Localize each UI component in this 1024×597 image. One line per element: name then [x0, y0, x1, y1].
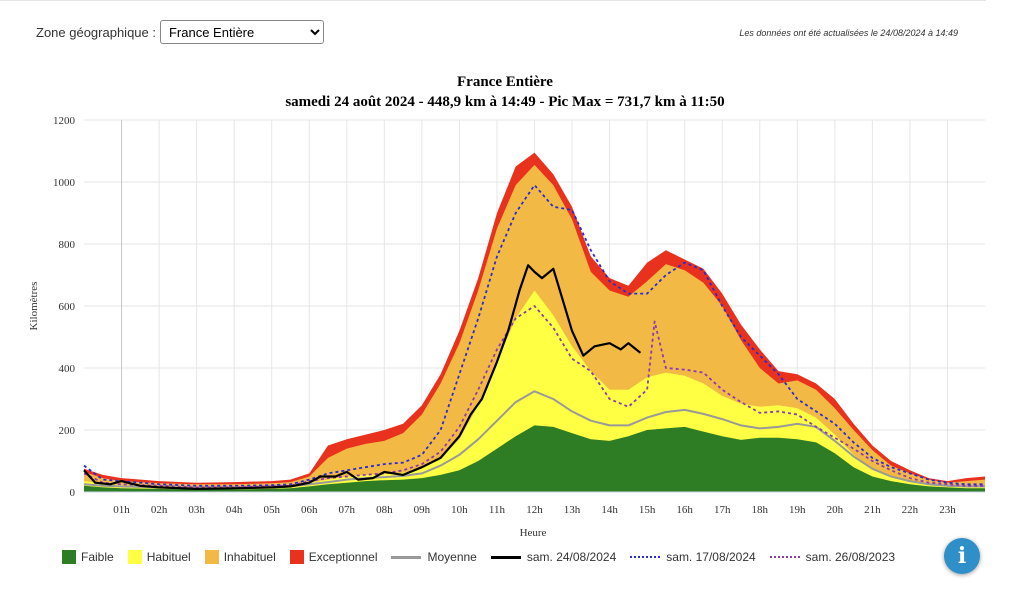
zone-select[interactable]: France Entière: [159, 20, 324, 44]
info-button[interactable]: i: [944, 538, 980, 574]
x-tick-label: 13h: [564, 504, 581, 516]
legend-label: sam. 17/08/2024: [666, 550, 756, 564]
x-tick-label: 23h: [939, 504, 956, 516]
legend-label: Faible: [81, 550, 114, 564]
legend-swatch: [490, 555, 521, 559]
y-tick-label: 800: [59, 239, 76, 251]
x-tick-label: 17h: [714, 504, 731, 516]
x-tick-label: 19h: [789, 504, 806, 516]
legend-swatch: [127, 550, 142, 564]
y-axis-label: Kilomètres: [28, 282, 40, 331]
legend-item[interactable]: sam. 24/08/2024: [490, 550, 617, 564]
traffic-chart: France Entière samedi 24 août 2024 - 448…: [28, 74, 985, 539]
top-divider: [0, 0, 986, 1]
x-tick-label: 16h: [676, 504, 693, 516]
series-lines: [83, 184, 985, 490]
y-tick-label: 600: [59, 301, 76, 313]
series-line-sam-17-08-2024: [83, 184, 985, 487]
x-tick-label: 07h: [339, 504, 356, 516]
legend-swatch: [391, 555, 422, 559]
legend-label: Exceptionnel: [308, 550, 378, 564]
x-tick-label: 05h: [263, 504, 280, 516]
chart-legend: Faible Habituel Inhabituel Exceptionnel Moye…: [62, 550, 909, 564]
x-tick-label: 15h: [639, 504, 656, 516]
legend-label: Inhabituel: [223, 550, 276, 564]
zone-selector: Zone géographique : France Entière: [36, 20, 324, 44]
legend-swatch: [769, 556, 800, 558]
y-tick-label: 1200: [53, 115, 76, 127]
axes: 0 200 400 600 800 1000 1200 01h 02h 03h 04h 05h 06h 0…: [53, 115, 985, 516]
chart-subtitle: samedi 24 août 2024 - 448,9 km à 14:49 -…: [285, 94, 724, 110]
x-tick-label: 11h: [489, 504, 506, 516]
legend-item[interactable]: Habituel: [127, 550, 191, 564]
traffic-bands: [84, 152, 985, 492]
x-axis-label: Heure: [520, 527, 547, 539]
y-tick-label: 200: [59, 425, 76, 437]
x-tick-label: 12h: [526, 504, 543, 516]
x-tick-label: 09h: [414, 504, 431, 516]
band-faible: [84, 425, 985, 492]
y-tick-label: 400: [59, 363, 76, 375]
legend-item[interactable]: Faible: [62, 550, 114, 564]
update-timestamp: Les données ont été actualisées le 24/08…: [739, 28, 958, 38]
x-tick-label: 08h: [376, 504, 393, 516]
legend-item[interactable]: Moyenne: [391, 550, 477, 564]
y-tick-label: 0: [70, 487, 76, 499]
legend-swatch: [630, 556, 661, 558]
legend-swatch: [204, 550, 219, 564]
legend-label: Moyenne: [427, 550, 477, 564]
x-tick-label: 20h: [827, 504, 844, 516]
legend-item[interactable]: sam. 17/08/2024: [630, 550, 756, 564]
x-tick-label: 14h: [601, 504, 618, 516]
x-tick-label: 02h: [151, 504, 168, 516]
info-icon: i: [957, 543, 967, 569]
x-tick-label: 03h: [188, 504, 205, 516]
x-tick-label: 01h: [113, 504, 130, 516]
legend-swatch: [289, 550, 304, 564]
x-tick-label: 22h: [902, 504, 919, 516]
y-tick-label: 1000: [53, 177, 76, 189]
legend-item[interactable]: sam. 26/08/2023: [769, 550, 896, 564]
chart-title: France Entière: [457, 74, 553, 90]
x-tick-label: 18h: [752, 504, 769, 516]
legend-item[interactable]: Inhabituel: [204, 550, 276, 564]
legend-label: sam. 26/08/2023: [805, 550, 896, 564]
legend-label: sam. 24/08/2024: [526, 550, 617, 564]
legend-item[interactable]: Exceptionnel: [289, 550, 378, 564]
x-tick-label: 04h: [226, 504, 243, 516]
zone-label: Zone géographique :: [36, 24, 156, 40]
x-tick-label: 06h: [301, 504, 318, 516]
series-line-sam-24-08-2024: [83, 264, 642, 490]
legend-label: Habituel: [146, 550, 191, 564]
x-tick-label: 10h: [451, 504, 468, 516]
legend-swatch: [62, 550, 76, 564]
x-tick-label: 21h: [864, 504, 881, 516]
